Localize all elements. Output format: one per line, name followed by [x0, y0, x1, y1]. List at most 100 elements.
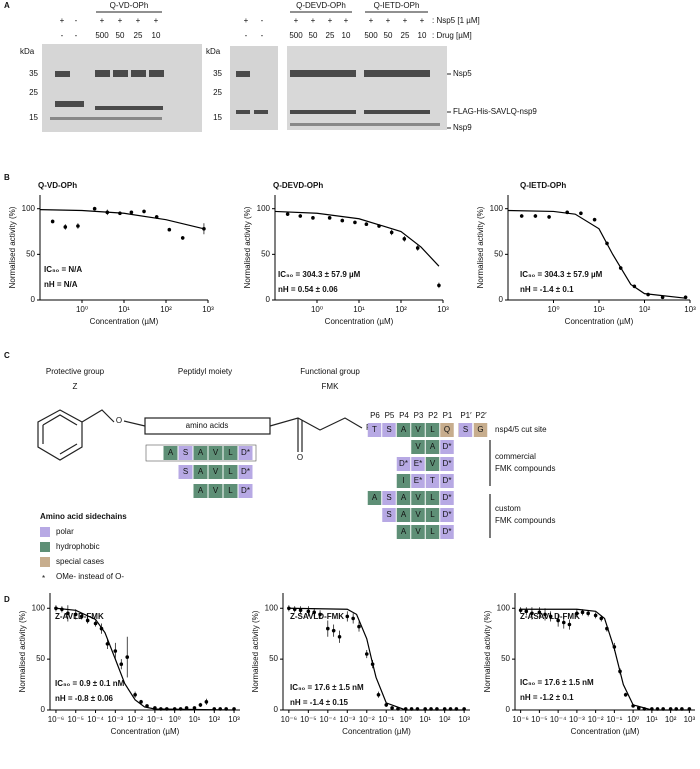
- legend-label: polar: [56, 527, 74, 536]
- point: [198, 703, 203, 707]
- x-tick-label: 10⁻⁴: [87, 715, 104, 724]
- legend-symbol: *: [42, 574, 45, 583]
- point: [533, 214, 538, 218]
- residue-box: [396, 474, 411, 488]
- lane-label: 10: [342, 31, 351, 40]
- y-tick-label: 0: [499, 295, 504, 304]
- residue: E*: [414, 476, 422, 485]
- residue: S: [386, 425, 391, 434]
- point: [142, 209, 146, 214]
- residue-box: [223, 484, 238, 498]
- lane-label: +: [369, 16, 374, 25]
- x-tick-label: 10³: [228, 715, 240, 724]
- point: [660, 295, 665, 300]
- x-tick-label: 10⁻³: [107, 715, 123, 724]
- x-tick-label: 10⁰: [76, 305, 88, 314]
- point: [353, 220, 357, 225]
- y-tick-label: 50: [261, 249, 270, 258]
- legend-label: special cases: [56, 557, 104, 566]
- residue: V: [415, 442, 421, 451]
- residue-box: [440, 440, 454, 454]
- y-axis-label: Normalised activity (%): [483, 610, 492, 692]
- y-tick-label: 0: [41, 705, 46, 714]
- point: [337, 634, 342, 639]
- residue: T: [372, 425, 377, 434]
- y-tick-label: 0: [31, 295, 36, 304]
- lane-label: 50: [309, 31, 318, 40]
- x-tick-label: 10¹: [646, 715, 658, 724]
- atom: O: [297, 453, 303, 462]
- point: [180, 236, 185, 240]
- point: [575, 611, 579, 616]
- residue-box: [193, 484, 208, 498]
- residue-box: [440, 525, 454, 539]
- residue-box: [396, 457, 411, 471]
- lane-label: +: [60, 16, 65, 25]
- fit-line: [520, 608, 690, 711]
- lane-label: -: [261, 16, 264, 25]
- y-tick-label: 0: [266, 295, 271, 304]
- y-axis-label: Normalised activity (%): [243, 206, 252, 288]
- lane-label: -: [61, 31, 64, 40]
- x-tick-label: 10²: [439, 715, 451, 724]
- legend-label: hydrophobic: [56, 542, 100, 551]
- lane-label: +: [344, 16, 349, 25]
- group-title: Q-IETD-OPh: [374, 1, 420, 10]
- point: [129, 210, 134, 215]
- annotation: IC₅₀ = 17.6 ± 1.5 nM: [520, 678, 594, 687]
- residue: V: [415, 493, 421, 502]
- legend-swatch: [40, 542, 50, 552]
- residue-box: [396, 423, 411, 437]
- point: [204, 700, 209, 704]
- residue-box: [411, 474, 425, 488]
- point: [133, 692, 137, 697]
- lane-label: +: [154, 16, 159, 25]
- point: [519, 214, 524, 218]
- residue: S: [386, 493, 391, 502]
- y-axis-label: Normalised activity (%): [476, 206, 485, 288]
- point: [113, 649, 118, 653]
- point: [312, 610, 317, 615]
- lane-label: 25: [134, 31, 143, 40]
- kda-label: kDa: [206, 47, 221, 56]
- fit-line: [39, 209, 205, 230]
- chart-title: Q-IETD-OPh: [520, 181, 566, 190]
- band-label: FLAG-His-SAVLQ-nsp9: [453, 107, 537, 116]
- lane-label: +: [244, 16, 249, 25]
- point: [298, 214, 303, 218]
- annotation: nH = -0.8 ± 0.06: [55, 694, 114, 703]
- lane-label: +: [311, 16, 316, 25]
- residue: I: [402, 476, 404, 485]
- column-header: P5: [385, 411, 395, 420]
- point: [326, 626, 330, 631]
- residue: A: [168, 448, 174, 457]
- point: [93, 621, 98, 626]
- residue-box: [411, 457, 425, 471]
- lane-label: -: [75, 31, 78, 40]
- column-header: P4: [399, 411, 409, 420]
- x-tick-label: 10⁻⁵: [68, 715, 84, 724]
- x-tick-label: 10⁻²: [127, 715, 143, 724]
- point: [345, 614, 350, 619]
- y-tick-label: 100: [32, 603, 46, 612]
- residue-box: [473, 423, 488, 437]
- residue-box: [396, 491, 411, 505]
- row-label: : Drug [µM]: [432, 31, 472, 40]
- y-tick-label: 100: [22, 204, 36, 213]
- lane-label: +: [328, 16, 333, 25]
- point: [167, 227, 172, 232]
- annotation: IC₅₀ = 17.6 ± 1.5 nM: [290, 683, 364, 692]
- x-tick-label: 10³: [458, 715, 470, 724]
- column-header: P1: [443, 411, 453, 420]
- x-tick-label: 10¹: [189, 715, 201, 724]
- residue: S: [183, 467, 188, 476]
- x-axis-label: Concentration (µM): [111, 727, 180, 736]
- panel-letter: A: [4, 1, 10, 10]
- annotation: nH = 0.54 ± 0.06: [278, 285, 338, 294]
- lane-label: +: [136, 16, 141, 25]
- residue-box: [163, 446, 178, 460]
- point: [384, 703, 389, 707]
- point: [580, 610, 585, 615]
- x-tick-label: 10⁻³: [339, 715, 355, 724]
- legend-label: OMe- instead of O-: [56, 572, 124, 581]
